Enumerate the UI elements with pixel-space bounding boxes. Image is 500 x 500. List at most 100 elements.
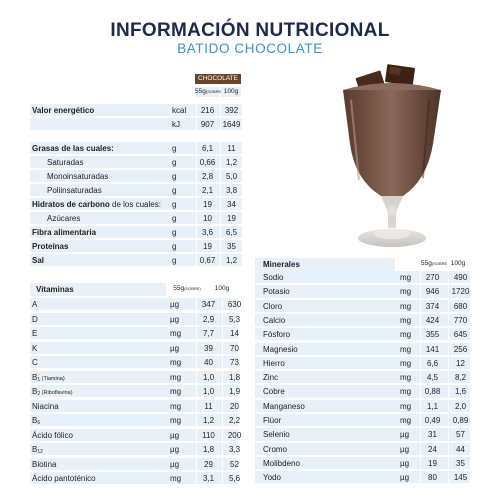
row-label: Flúor	[263, 414, 281, 427]
table-row: Poliinsaturadas g 2,1 3,8	[30, 184, 242, 198]
row-unit: mg	[400, 401, 412, 411]
row-value-serving: 946	[420, 285, 444, 299]
table-row: B2 (Riboflavina) mg 1,0 1,9	[30, 385, 240, 399]
row-label-text: Monoinsaturadas	[47, 172, 109, 181]
vitamins-col1-header: 55g(SOBRE)	[171, 284, 203, 294]
row-label-text: Ácido fólico	[32, 430, 73, 440]
row-value-serving: 1,1	[420, 399, 444, 413]
row-unit: mg	[400, 358, 412, 368]
row-label-text: Fósforo	[263, 330, 291, 340]
row-label-text: B	[32, 372, 38, 382]
row-label-text: Hidratos de carbono	[32, 200, 110, 209]
row-value-100g: 34	[220, 198, 242, 212]
row-value-serving: 424	[420, 313, 444, 328]
row-value-100g: 630	[222, 298, 246, 312]
row-label-text: Proteínas	[32, 242, 69, 251]
row-value-100g: 20	[222, 399, 246, 413]
row-unit: mg	[400, 301, 412, 311]
row-value-100g: 70	[222, 341, 246, 355]
table-row: Flúor mg 0,49 0,89	[255, 414, 472, 428]
row-label: Cloro	[263, 300, 282, 313]
row-value-serving: 24	[420, 442, 444, 456]
table-row: Biotina µg 29 52	[30, 457, 239, 471]
row-value-serving: 270	[420, 271, 444, 285]
row-unit: µg	[400, 444, 410, 454]
row-value-100g: 35	[448, 456, 472, 471]
row-unit: µg	[170, 445, 180, 454]
row-value-100g: 3,3	[222, 443, 246, 457]
row-label: Proteínas	[32, 240, 68, 253]
row-value-serving: 1,0	[196, 370, 220, 384]
row-label: Saturadas	[47, 156, 83, 169]
row-label: C	[32, 356, 38, 369]
row-unit: g	[172, 228, 177, 237]
row-value-100g: 0,89	[448, 414, 472, 428]
row-value-serving: 3,1	[196, 472, 220, 486]
row-value-serving: 4,5	[420, 371, 444, 385]
row-unit: mg	[170, 372, 182, 382]
row-unit: mg	[400, 344, 412, 354]
row-label-text: Azúcares	[47, 214, 81, 223]
row-unit: g	[172, 186, 177, 195]
row-unit: g	[172, 172, 177, 181]
row-value-100g: 35	[220, 240, 242, 254]
row-unit: mg	[170, 329, 182, 338]
row-label-text: A	[32, 300, 38, 309]
table-row: Sodio mg 270 490	[255, 271, 472, 285]
row-label-note: (Tiamina)	[40, 375, 65, 382]
row-label-text: Niacina	[32, 401, 59, 411]
row-value-serving: 1,0	[196, 385, 220, 399]
row-value-100g: 490	[448, 271, 472, 285]
row-unit: kcal	[172, 106, 187, 115]
row-value-serving: 1,2	[196, 414, 220, 428]
row-label: D	[32, 313, 38, 326]
row-value-100g: 770	[448, 313, 472, 328]
row-label-text: Zinc	[263, 373, 279, 383]
row-label-text: C	[32, 358, 38, 367]
row-value-100g: 145	[448, 471, 472, 485]
row-value-100g: 1720	[448, 285, 472, 299]
table-row: Azúcares g 10 19	[30, 212, 242, 226]
row-value-serving: 355	[420, 328, 444, 342]
row-label: B6	[32, 414, 40, 430]
row-value-serving: 1,8	[196, 443, 220, 457]
row-label-text: B	[32, 416, 38, 425]
row-label: Azúcares	[47, 212, 80, 225]
row-unit: mg	[170, 416, 182, 425]
row-label-text: Ácido pantoténico	[32, 474, 96, 483]
row-label: Zinc	[263, 371, 278, 384]
row-label: Cobre	[263, 385, 285, 398]
row-value-100g: 14	[222, 327, 246, 341]
row-label-text: Flúor	[263, 416, 282, 425]
row-value-serving: 11	[196, 399, 220, 413]
row-label-text: Fibra alimentaria	[32, 228, 97, 237]
row-label-text: Cromo	[263, 444, 288, 454]
vitamins-col1-note: (SOBRE)	[184, 286, 201, 291]
row-value-100g: 3,8	[220, 184, 242, 198]
row-unit: µg	[170, 459, 180, 469]
table-row: Valor energético kcal 216 392	[30, 104, 242, 118]
row-value-serving: 10	[196, 212, 218, 226]
row-value-serving: 3,6	[196, 226, 218, 240]
row-value-100g: 1,9	[222, 385, 246, 399]
table-row: Zinc mg 4,5 8,2	[255, 371, 470, 385]
row-value-serving: 80	[420, 471, 444, 485]
page-subtitle: BATIDO CHOCOLATE	[177, 41, 323, 56]
row-unit: µg	[170, 343, 180, 353]
table-row: Potasio mg 946 1720	[255, 285, 472, 299]
row-value-100g: 680	[448, 299, 472, 313]
row-label: Yodo	[263, 471, 281, 484]
row-label: Magnesio	[263, 343, 298, 356]
row-value-100g: 52	[222, 457, 246, 471]
row-label: Monoinsaturadas	[47, 170, 108, 183]
row-label: Fibra alimentaria	[32, 226, 96, 239]
row-value-serving: 374	[420, 299, 444, 313]
row-value-serving: 2,1	[196, 184, 218, 198]
row-unit: g	[172, 214, 177, 223]
row-label: B12	[32, 443, 43, 459]
row-value-100g: 73	[222, 356, 246, 370]
row-label: Biotina	[32, 458, 56, 471]
table-row: B12 µg 1,8 3,3	[30, 443, 240, 459]
